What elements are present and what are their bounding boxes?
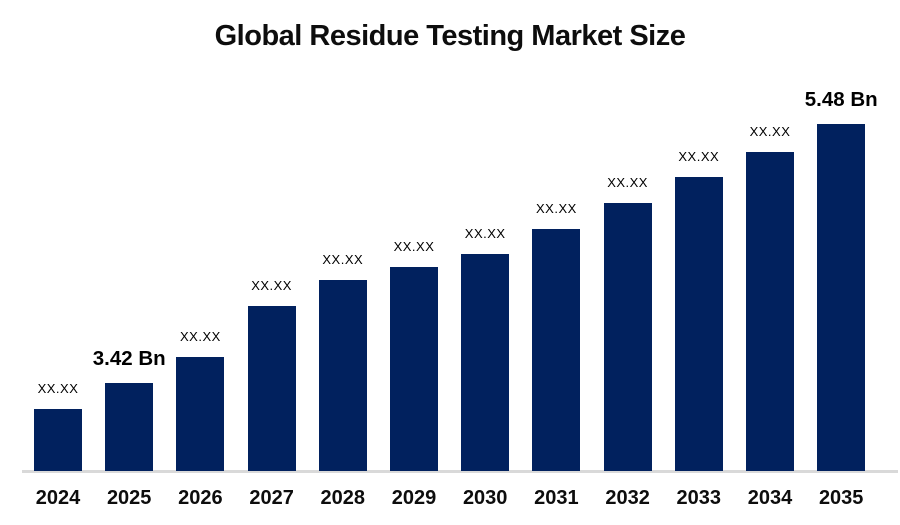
x-axis-label-2035: 2035 [818,487,864,509]
x-axis-label-2029: 2029 [391,487,437,509]
bar-value-label-2029: XX.XX [393,239,435,254]
bar-value-label-2033: XX.XX [678,149,720,164]
x-axis-label-2033: 2033 [676,487,722,509]
bar-2026 [176,357,225,471]
bar-value-label-2024: XX.XX [37,381,79,396]
x-axis-label-2025: 2025 [106,487,152,509]
bar-2032 [603,203,652,471]
bar-value-label-2031: XX.XX [535,201,577,216]
bar-2035 [817,124,866,471]
x-axis-label-2032: 2032 [605,487,650,509]
bar-2024 [34,409,82,471]
bar-value-label-2028: XX.XX [322,252,364,267]
bar-2029 [390,267,438,471]
bar-value-label-2026: XX.XX [179,329,221,344]
bar-2034 [746,152,794,471]
x-axis-label-2024: 2024 [35,487,81,509]
x-axis-label-2028: 2028 [320,487,366,509]
chart-title: Global Residue Testing Market Size [214,20,686,52]
x-axis-label-2030: 2030 [462,487,508,509]
bar-2028 [318,280,367,471]
x-axis-label-2034: 2034 [747,487,793,509]
bar-2030 [461,254,510,471]
bar-2033 [674,177,723,471]
bar-value-label-2030: XX.XX [464,226,506,241]
bar-value-label-2032: XX.XX [607,175,648,190]
bar-value-label-2027: XX.XX [251,278,292,293]
bar-2027 [247,306,296,471]
x-axis-line [22,470,898,473]
bar-2031 [532,229,581,471]
bar-value-label-2035: 5.48 Bn [804,88,878,111]
bar-value-label-2034: XX.XX [749,124,791,139]
x-axis-label-2031: 2031 [534,487,579,509]
bar-value-label-2025: 3.42 Bn [92,347,166,370]
x-axis-label-2027: 2027 [249,487,294,509]
bar-2025 [105,383,154,471]
x-axis-label-2026: 2026 [178,487,223,509]
